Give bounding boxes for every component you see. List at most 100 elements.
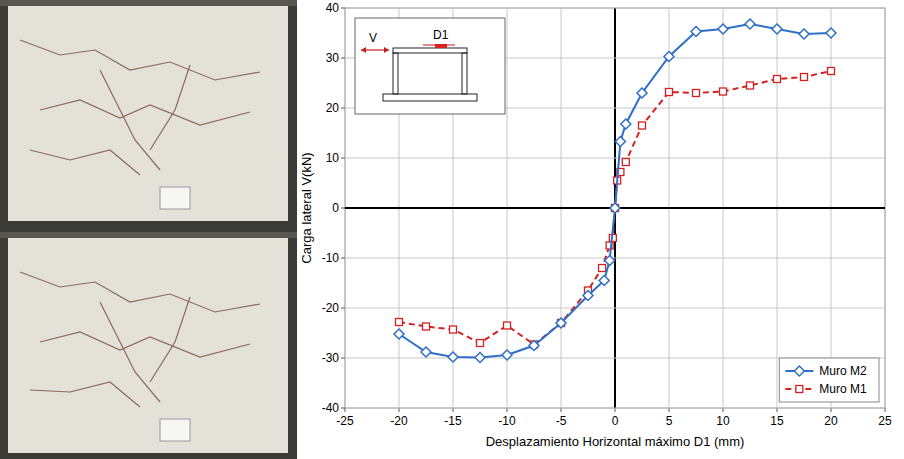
photos <box>0 0 297 459</box>
legend: Muro M2Muro M1 <box>785 364 867 396</box>
marker <box>664 52 674 62</box>
tick-mark <box>341 108 345 109</box>
marker <box>621 119 631 129</box>
x-tick-label: 0 <box>612 414 619 428</box>
y-axis-title: Carga lateral V(kN) <box>299 152 314 263</box>
inset-diagram: V D1 <box>355 18 505 114</box>
tick-mark <box>453 408 454 412</box>
y-tick-label: 40 <box>326 1 340 15</box>
marker <box>691 27 701 37</box>
marker <box>477 340 484 347</box>
tick-mark <box>341 58 345 59</box>
x-tick-label: -25 <box>336 414 354 428</box>
y-tick-label: 0 <box>332 201 339 215</box>
grid-line <box>345 258 885 259</box>
x-tick-label: -20 <box>390 414 408 428</box>
marker <box>639 122 646 129</box>
tick-mark <box>399 408 400 412</box>
grid-line <box>345 308 885 309</box>
annotation: D1 <box>433 28 449 42</box>
crack <box>20 272 260 312</box>
marker <box>610 203 620 213</box>
tick-mark <box>885 408 886 412</box>
marker <box>826 28 836 38</box>
x-tick-label: 25 <box>878 414 892 428</box>
marker <box>448 352 458 362</box>
marker <box>475 353 485 363</box>
plot-frame <box>345 8 885 408</box>
marker <box>828 68 835 75</box>
crack <box>20 40 260 80</box>
grid-line <box>345 158 885 159</box>
tick-mark <box>615 408 616 412</box>
grid-line <box>345 8 885 9</box>
crack <box>100 302 160 402</box>
marker <box>605 256 615 266</box>
tick-mark <box>341 258 345 259</box>
tick-labels: -25-20-15-10-50510152025-40-30-20-100102… <box>322 1 892 428</box>
marker <box>615 137 625 147</box>
tick-mark <box>561 408 562 412</box>
y-tick-label: -40 <box>322 401 340 415</box>
sensor-line <box>423 45 455 46</box>
x-tick-label: 10 <box>716 414 730 428</box>
marker <box>799 29 809 39</box>
x-tick-label: -10 <box>498 414 516 428</box>
x-tick-label: 15 <box>770 414 784 428</box>
wall-surface <box>8 6 288 221</box>
x-tick-label: -15 <box>444 414 462 428</box>
tick-mark <box>777 408 778 412</box>
wall-tag <box>160 187 190 209</box>
marker <box>450 326 457 333</box>
y-tick-label: -10 <box>322 251 340 265</box>
arrow-head <box>361 47 366 53</box>
figure: -25-20-15-10-50510152025-40-30-20-100102… <box>0 0 904 459</box>
crack <box>40 332 250 357</box>
grid-line <box>345 408 885 409</box>
crack <box>40 100 250 125</box>
annotation: V <box>369 31 377 45</box>
marker <box>583 291 593 301</box>
foundation <box>383 94 477 101</box>
tick-mark <box>669 408 670 412</box>
marker <box>637 88 647 98</box>
marker <box>423 323 430 330</box>
marker <box>502 350 512 360</box>
legend-marker <box>796 386 803 393</box>
y-tick-label: 20 <box>326 101 340 115</box>
tick-mark <box>341 158 345 159</box>
marker <box>720 88 727 95</box>
marker <box>747 82 754 89</box>
crack <box>30 150 140 175</box>
marker <box>599 276 609 286</box>
wall-photo <box>0 232 297 453</box>
y-tick-label: 10 <box>326 151 340 165</box>
marker <box>774 76 781 83</box>
marker <box>745 19 755 29</box>
tick-mark <box>341 358 345 359</box>
marker <box>396 319 403 326</box>
marker <box>666 89 673 96</box>
x-tick-label: -5 <box>556 414 567 428</box>
marker <box>529 341 539 351</box>
beam <box>0 0 297 6</box>
y-tick-label: 30 <box>326 51 340 65</box>
column <box>462 53 467 94</box>
marker <box>394 329 404 339</box>
marker <box>718 24 728 34</box>
tick-mark <box>341 208 345 209</box>
crack <box>30 382 140 407</box>
tick-mark <box>723 408 724 412</box>
marker <box>622 159 629 166</box>
tick-mark <box>341 308 345 309</box>
marker <box>693 90 700 97</box>
marker <box>801 74 808 81</box>
legend-label: Muro M1 <box>819 382 867 396</box>
legend-box <box>779 358 879 402</box>
x-tick-label: 5 <box>666 414 673 428</box>
marker <box>556 318 566 328</box>
tick-mark <box>507 408 508 412</box>
tick-mark <box>341 408 345 409</box>
crack <box>150 65 190 150</box>
legend-marker <box>794 366 804 376</box>
